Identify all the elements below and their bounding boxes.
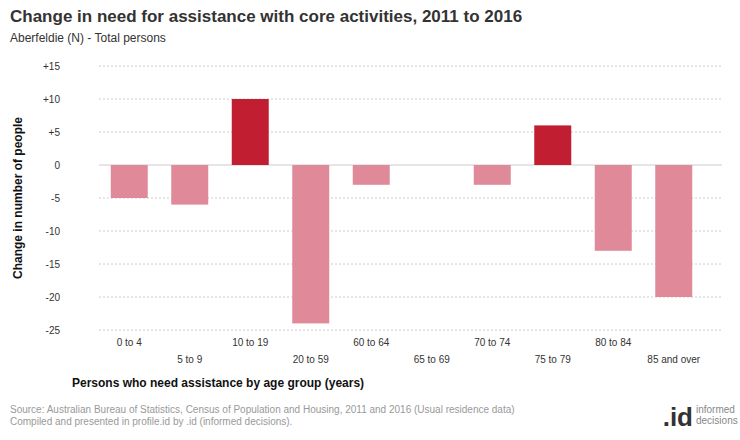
y-tick-label: -5: [51, 193, 60, 204]
grid-line: [99, 330, 722, 331]
x-axis-label: Persons who need assistance by age group…: [72, 376, 364, 390]
y-tick-label: +15: [43, 61, 60, 72]
bar: [232, 99, 269, 165]
x-tick-label: 85 and over: [647, 354, 700, 365]
bar: [534, 125, 571, 165]
bar: [655, 165, 692, 297]
x-tick-label: 70 to 74: [474, 337, 511, 348]
bar: [413, 165, 450, 166]
source: Compiled and presented in profile.id by …: [10, 416, 292, 427]
bar: [474, 165, 511, 185]
logo-text: decisions: [696, 415, 738, 426]
chart: Change in need for assistance with core …: [0, 0, 740, 440]
x-tick-label: 0 to 4: [117, 337, 142, 348]
x-tick-label: 20 to 59: [293, 354, 330, 365]
x-tick-label: 75 to 79: [535, 354, 572, 365]
bar: [595, 165, 632, 251]
x-tick-label: 10 to 19: [232, 337, 269, 348]
logo: .id: [663, 402, 693, 432]
y-tick-label: -15: [46, 259, 61, 270]
bar: [171, 165, 208, 205]
grid-line: [99, 297, 722, 298]
bar: [292, 165, 329, 323]
grid-line: [99, 132, 722, 133]
y-tick-label: +5: [49, 127, 61, 138]
subtitle: Aberfeldie (N) - Total persons: [10, 31, 166, 45]
y-tick-label: -10: [46, 226, 61, 237]
bars: [111, 99, 693, 323]
y-tick-label: -20: [46, 292, 61, 303]
y-tick-label: -25: [46, 325, 61, 336]
grid-line: [99, 66, 722, 67]
bar: [353, 165, 390, 185]
y-axis-label: Change in number of people: [11, 117, 25, 279]
bar: [111, 165, 148, 198]
title: Change in need for assistance with core …: [10, 7, 522, 26]
x-tick-label: 5 to 9: [177, 354, 202, 365]
y-tick-label: 0: [54, 160, 60, 171]
x-tick-label: 60 to 64: [353, 337, 390, 348]
logo-text: informed: [696, 404, 735, 415]
x-tick-label: 80 to 84: [595, 337, 632, 348]
y-tick-label: +10: [43, 94, 60, 105]
grid-line: [99, 264, 722, 265]
grid-line: [99, 99, 722, 100]
x-tick-label: 65 to 69: [414, 354, 451, 365]
source: Source: Australian Bureau of Statistics,…: [10, 404, 515, 415]
